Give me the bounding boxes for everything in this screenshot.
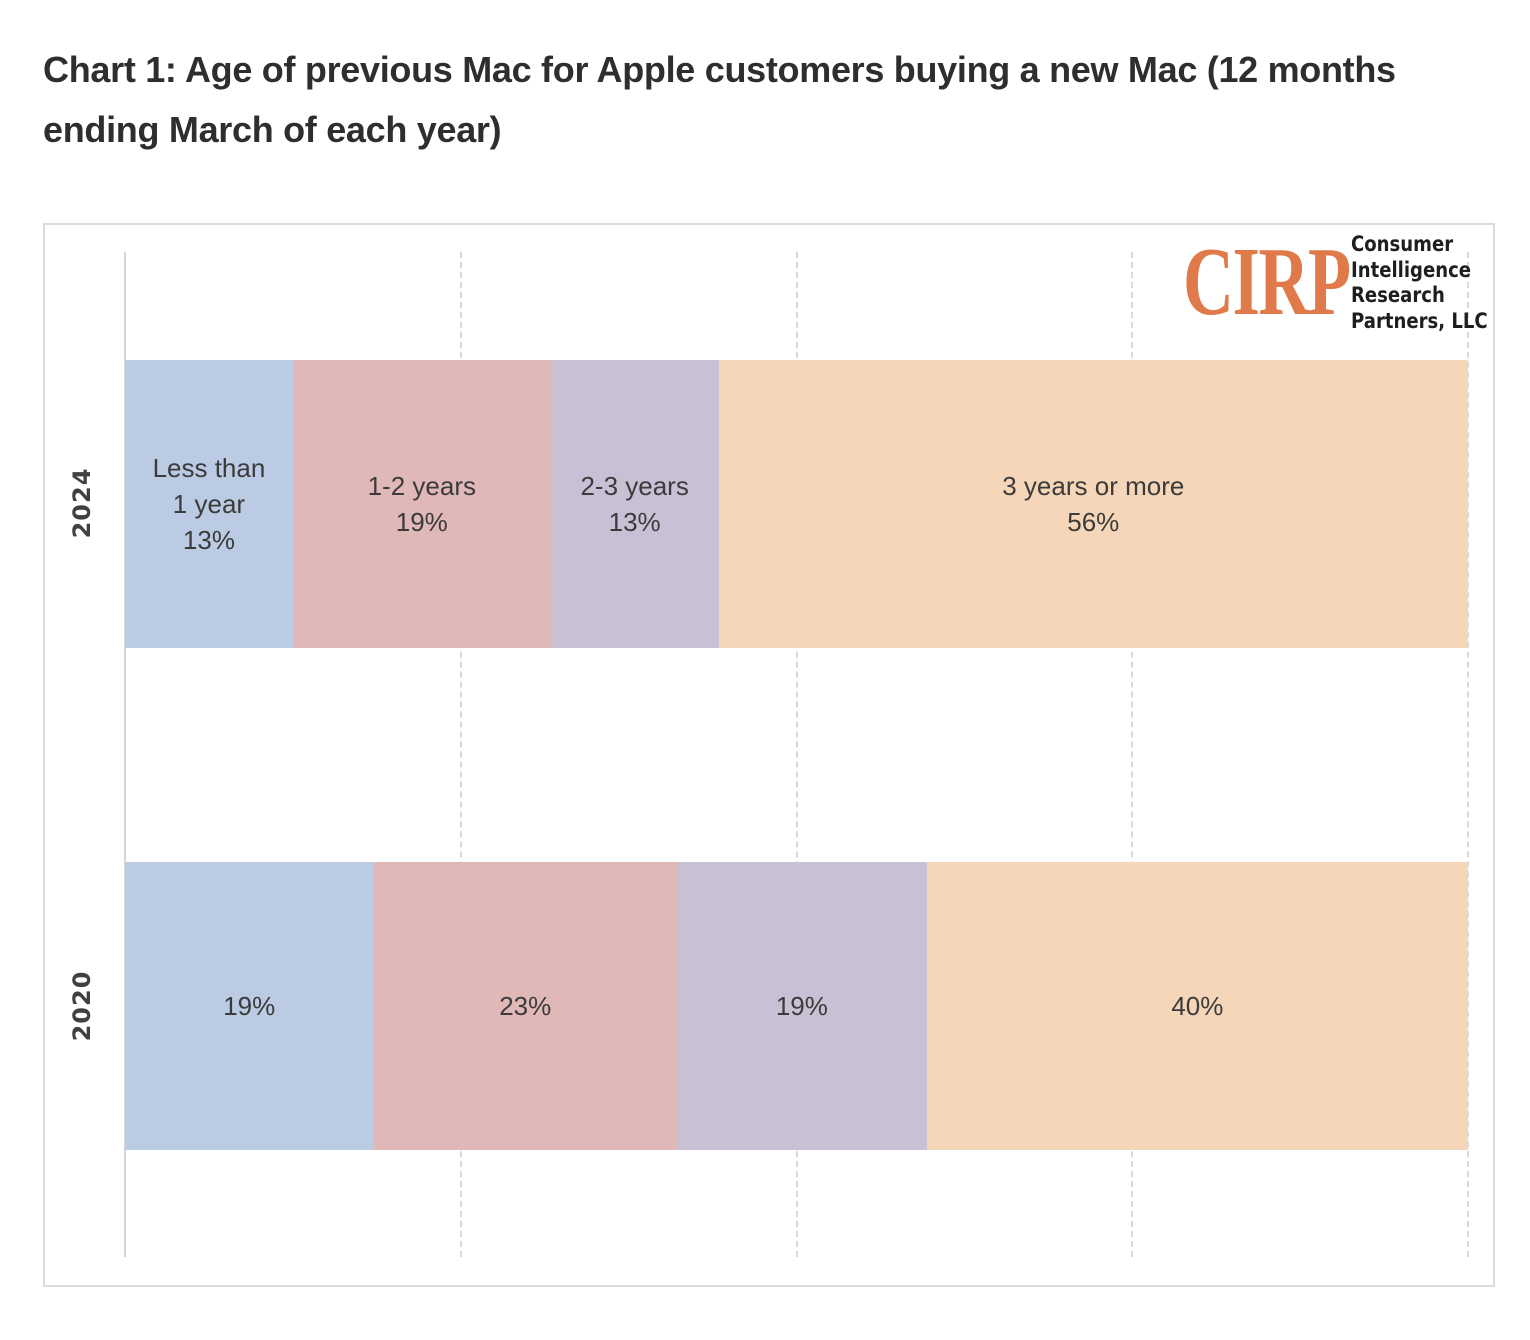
segment-data-label: 2-3 years 13% bbox=[580, 471, 689, 537]
gridline-100 bbox=[1467, 252, 1469, 1257]
category-label-2024: 2024 bbox=[68, 467, 96, 539]
bar-2020: 19% 23% 19% 40% bbox=[125, 862, 1468, 1150]
bar-segment-3-years-or-more: 40% bbox=[926, 862, 1468, 1150]
logo-line: Partners, LLC bbox=[1351, 308, 1488, 333]
segment-data-label: 1-2 years 19% bbox=[367, 471, 476, 537]
segment-data-label: 3 years or more 56% bbox=[1002, 471, 1185, 537]
bar-segment-less-than-1-year: Less than 1 year 13% bbox=[125, 360, 293, 648]
bar-2024: Less than 1 year 13% 1-2 years 19% 2-3 yea… bbox=[125, 360, 1468, 648]
segment-data-label: 19% bbox=[775, 991, 828, 1021]
bar-segment-less-than-1-year: 19% bbox=[125, 862, 374, 1150]
gridline-50 bbox=[796, 252, 798, 1257]
logo-line: Research bbox=[1351, 283, 1445, 307]
bar-segment-2-3-years: 2-3 years 13% bbox=[550, 360, 719, 648]
segment-data-label: 23% bbox=[499, 991, 552, 1021]
cirp-logo-mark: CIRP bbox=[1183, 228, 1351, 336]
gridline-75 bbox=[1131, 252, 1133, 1257]
bar-segment-2-3-years: 19% bbox=[676, 862, 927, 1150]
bar-segment-3-years-or-more: 3 years or more 56% bbox=[718, 360, 1468, 648]
category-label-2020: 2020 bbox=[68, 970, 96, 1042]
y-axis-line bbox=[124, 252, 126, 1257]
cirp-logo: CIRP Consumer Intelligence Research Part… bbox=[1183, 231, 1510, 335]
logo-line: Intelligence bbox=[1351, 257, 1472, 282]
bar-segment-1-2-years: 23% bbox=[373, 862, 677, 1150]
chart-title: Chart 1: Age of previous Mac for Apple c… bbox=[43, 49, 1396, 150]
segment-data-label: 19% bbox=[223, 991, 276, 1021]
logo-line: Consumer bbox=[1351, 232, 1454, 256]
segment-data-label: Less than 1 year 13% bbox=[152, 453, 266, 555]
gridline-25 bbox=[460, 252, 462, 1257]
cirp-logo-text: Consumer Intelligence Research Partners,… bbox=[1351, 232, 1488, 334]
bar-segment-1-2-years: 1-2 years 19% bbox=[292, 360, 551, 648]
segment-data-label: 40% bbox=[1171, 991, 1224, 1021]
